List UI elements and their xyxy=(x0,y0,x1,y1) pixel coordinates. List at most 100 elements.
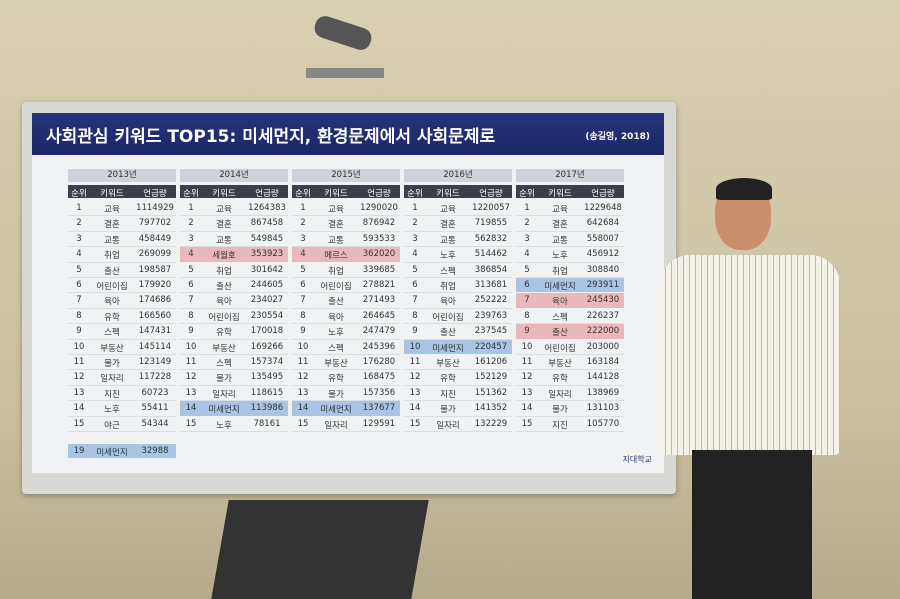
row-line xyxy=(68,215,176,217)
row-line xyxy=(404,307,512,309)
table-cell: 1229648 xyxy=(584,203,622,213)
table-cell: 131103 xyxy=(586,403,620,414)
table-cell: 2 xyxy=(300,218,306,229)
table-cell: 2 xyxy=(524,218,530,229)
laptop xyxy=(211,500,429,599)
table-cell: 13 xyxy=(73,387,85,398)
column-header: 키워드 xyxy=(548,189,572,199)
presenter xyxy=(660,160,850,599)
table-cell: 노후 xyxy=(216,420,232,431)
table-cell: 2 xyxy=(188,218,194,229)
row-line xyxy=(404,338,512,340)
table-cell: 245396 xyxy=(362,341,396,352)
table-cell: 교통 xyxy=(440,235,456,246)
table-cell: 취업 xyxy=(216,266,232,277)
table-cell: 어린이집 xyxy=(432,312,464,323)
table-cell: 미세먼지 xyxy=(320,405,352,416)
row-line xyxy=(516,400,624,402)
table-cell: 9 xyxy=(300,326,306,337)
table-cell: 132229 xyxy=(474,418,508,429)
table-cell: 11 xyxy=(521,357,533,367)
row-line xyxy=(180,230,288,232)
table-cell: 교육 xyxy=(104,205,120,215)
table-cell: 9 xyxy=(76,326,82,337)
table-cell: 8 xyxy=(524,310,530,321)
table-cell: 222000 xyxy=(586,326,620,337)
table-cell: 스펙 xyxy=(328,343,344,354)
table-cell: 13 xyxy=(521,387,533,398)
row-line xyxy=(516,415,624,417)
table-cell: 스펙 xyxy=(104,328,120,339)
table-cell: 54344 xyxy=(141,418,169,429)
table-cell: 어린이집 xyxy=(208,312,240,323)
table-cell: 10 xyxy=(409,341,421,352)
row-line xyxy=(516,215,624,217)
row-line xyxy=(180,323,288,325)
table-cell: 스펙 xyxy=(440,266,456,277)
table-cell: 결혼 xyxy=(552,220,568,231)
table-cell: 육아 xyxy=(216,297,232,308)
table-cell: 1290020 xyxy=(360,203,398,213)
table-cell: 육아 xyxy=(440,297,456,308)
row-line xyxy=(404,323,512,325)
table-cell: 6 xyxy=(76,280,82,290)
table-cell: 203000 xyxy=(586,341,620,352)
column-header: 순위 xyxy=(71,189,87,199)
table-cell: 169266 xyxy=(250,341,284,352)
year-label: 2016년 xyxy=(404,169,512,182)
row-line xyxy=(516,261,624,263)
table-cell: 출산 xyxy=(104,266,120,277)
table-cell: 2 xyxy=(76,218,82,229)
row-line xyxy=(68,415,176,417)
table-cell: 유학 xyxy=(552,374,568,385)
table-cell: 339685 xyxy=(362,264,396,275)
row-highlight xyxy=(404,339,512,354)
table-cell: 메르스 xyxy=(324,251,348,262)
row-line xyxy=(404,292,512,294)
table-cell: 3 xyxy=(188,233,194,244)
table-cell: 노후 xyxy=(552,251,568,262)
table-cell: 일자리 xyxy=(212,389,236,400)
row-line xyxy=(180,338,288,340)
table-cell: 12 xyxy=(297,372,309,383)
table-cell: 562832 xyxy=(474,233,508,244)
table-cell: 198587 xyxy=(138,264,172,275)
table-cell: 141352 xyxy=(474,403,508,414)
row-line xyxy=(68,246,176,248)
table-cell: 11 xyxy=(297,357,309,367)
year-label: 2014년 xyxy=(180,169,288,182)
row-line xyxy=(292,215,400,217)
table-cell: 278821 xyxy=(362,280,396,290)
header-bar xyxy=(180,185,288,198)
table-cell: 6 xyxy=(300,280,306,290)
table-cell: 육아 xyxy=(328,312,344,323)
camera xyxy=(306,13,384,80)
table-cell: 4 xyxy=(524,249,530,260)
row-line xyxy=(404,261,512,263)
table-cell: 지진 xyxy=(440,389,456,400)
row-line xyxy=(180,431,288,432)
table-cell: 15 xyxy=(521,418,533,429)
header-bar xyxy=(404,185,512,198)
table-cell: 미세먼지 xyxy=(544,282,576,292)
table-cell: 137677 xyxy=(362,403,396,414)
table-cell: 3 xyxy=(300,233,306,244)
row-line xyxy=(68,431,176,432)
table-cell: 7 xyxy=(188,295,194,306)
table-cell: 10 xyxy=(297,341,309,352)
row-highlight xyxy=(292,401,400,416)
row-line xyxy=(516,384,624,386)
table-cell: 4 xyxy=(188,249,194,260)
table-cell: 부동산 xyxy=(548,359,572,369)
table-cell: 7 xyxy=(300,295,306,306)
table-cell: 교통 xyxy=(216,235,232,246)
row-line xyxy=(404,400,512,402)
year-label: 2015년 xyxy=(292,169,400,182)
table-cell: 15 xyxy=(73,418,85,429)
column-header: 키워드 xyxy=(436,189,460,199)
table-cell: 노후 xyxy=(104,405,120,416)
table-cell: 결혼 xyxy=(440,220,456,231)
row-line xyxy=(68,307,176,309)
table-cell: 물가 xyxy=(440,405,456,416)
